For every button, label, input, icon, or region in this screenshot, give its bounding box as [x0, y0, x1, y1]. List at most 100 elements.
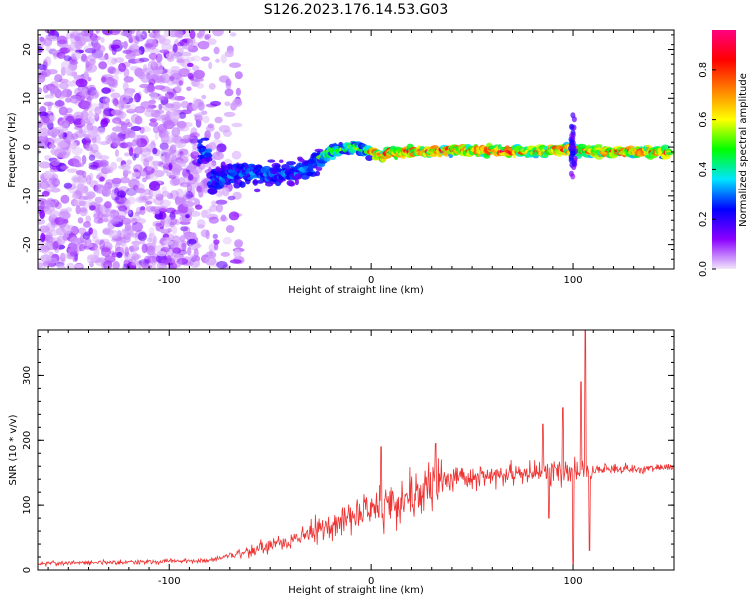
heatmap-noise-cell: [89, 33, 98, 41]
heatmap-noise-cell: [223, 111, 236, 117]
heatmap-noise-cell: [201, 209, 208, 218]
heatmap-noise-cell: [39, 36, 45, 42]
heatmap-noise-cell: [148, 227, 155, 235]
heatmap-noise-cell: [148, 52, 158, 60]
heatmap-noise-cell: [108, 68, 120, 74]
heatmap-noise-cell: [95, 127, 106, 135]
heatmap-noise-cell: [124, 222, 132, 231]
heatmap-noise-cell: [162, 240, 174, 245]
heatmap-noise-cell: [85, 117, 95, 126]
heatmap-noise-cell: [72, 181, 77, 186]
heatmap-noise-cell: [196, 182, 205, 192]
heatmap-noise-cell: [170, 72, 183, 80]
heatmap-noise-cell: [48, 144, 56, 149]
heatmap-noise-cell: [171, 167, 181, 176]
y-tick-label: -20: [22, 236, 33, 252]
heatmap-noise-cell: [66, 47, 74, 53]
heatmap-noise-cell: [54, 148, 66, 158]
heatmap-noise-cell: [60, 66, 66, 76]
heatmap-noise-cell: [165, 207, 176, 214]
heatmap-noise-cell: [158, 96, 168, 101]
heatmap-noise-cell: [38, 182, 42, 190]
heatmap-noise-cell: [39, 209, 45, 219]
heatmap-noise-cell: [165, 91, 175, 100]
heatmap-noise-cell: [224, 50, 234, 58]
heatmap-noise-cell: [212, 233, 218, 239]
heatmap-noise-cell: [47, 102, 52, 111]
heatmap-noise-cell: [45, 117, 50, 127]
heatmap-noise-cell: [53, 126, 63, 136]
heatmap-noise-cell: [208, 243, 216, 253]
heatmap-noise-cell: [133, 146, 143, 155]
heatmap-noise-cell: [48, 251, 54, 256]
heatmap-noise-cell: [169, 178, 181, 187]
heatmap-noise-cell: [198, 190, 204, 198]
colorbar-label: Normalized spectral amplitude: [738, 73, 749, 227]
heatmap-noise-cell: [189, 254, 196, 262]
figure-title: S126.2023.176.14.53.G03: [264, 2, 449, 18]
heatmap-noise-cell: [178, 126, 190, 132]
heatmap-noise-cell: [193, 248, 199, 259]
heatmap-noise-cell: [98, 155, 110, 161]
heatmap-noise-cell: [59, 252, 66, 263]
heatmap-noise-cell: [60, 194, 70, 204]
heatmap-noise-cell: [144, 198, 149, 208]
heatmap-noise-cell: [116, 251, 123, 258]
heatmap-noise-cell: [60, 165, 69, 170]
heatmap-noise-cell: [233, 249, 242, 259]
heatmap-noise-cell: [71, 133, 79, 140]
heatmap-noise-cell: [196, 184, 201, 192]
heatmap-noise-cell: [74, 88, 80, 97]
heatmap-noise-cell: [50, 136, 56, 143]
heatmap-noise-cell: [195, 204, 203, 210]
heatmap-noise-cell: [65, 32, 72, 40]
heatmap-noise-cell: [183, 232, 194, 240]
heatmap-noise-cell: [114, 149, 120, 157]
heatmap-noise-cell: [137, 69, 146, 80]
heatmap-noise-cell: [70, 51, 81, 61]
heatmap-noise-cell: [189, 132, 200, 138]
heatmap-noise-cell: [116, 207, 128, 218]
heatmap-noise-cell: [93, 249, 100, 258]
heatmap-noise-cell: [165, 53, 172, 59]
heatmap-noise-cell: [208, 83, 216, 90]
heatmap-noise-cell: [131, 139, 137, 147]
heatmap-noise-cell: [56, 51, 66, 59]
heatmap-noise-cell: [214, 116, 223, 124]
heatmap-noise-cell: [158, 35, 166, 44]
heatmap-noise-cell: [133, 254, 141, 260]
heatmap-noise-cell: [100, 37, 105, 43]
y-tick-label: -10: [22, 188, 33, 204]
heatmap-noise-cell: [155, 193, 164, 201]
heatmap-noise-cell: [118, 104, 125, 110]
heatmap-noise-cell: [149, 43, 157, 50]
heatmap-noise-cell: [125, 118, 130, 126]
heatmap-noise-cell: [124, 246, 129, 257]
x-tick-label: 0: [368, 275, 374, 286]
heatmap-noise-cell: [169, 69, 181, 79]
heatmap-noise-cell: [212, 30, 224, 37]
heatmap-noise-cell: [50, 114, 56, 123]
heatmap-noise-cell: [100, 119, 109, 128]
heatmap-noise-cell: [60, 223, 71, 233]
heatmap-noise-cell: [100, 76, 107, 83]
heatmap-noise-cell: [90, 89, 100, 100]
heatmap-noise-cell: [45, 46, 51, 52]
heatmap-noise-cell: [81, 155, 87, 165]
heatmap-noise-cell: [89, 30, 94, 35]
spectrogram-ylabel: Frequency (Hz): [7, 112, 18, 188]
heatmap-noise-cell: [75, 189, 80, 197]
heatmap-noise-cell: [130, 125, 142, 132]
heatmap-noise-cell: [201, 56, 210, 62]
heatmap-noise-cell: [102, 96, 110, 106]
heatmap-noise-cell: [43, 58, 48, 67]
heatmap-noise-cell: [207, 38, 217, 45]
y-tick-label: 0: [22, 567, 33, 573]
heatmap-noise-cell: [115, 120, 121, 127]
heatmap-noise-cell: [186, 196, 197, 201]
heatmap-noise-cell: [97, 211, 104, 220]
heatmap-noise-cell: [188, 238, 197, 245]
heatmap-noise-cell: [191, 255, 201, 263]
heatmap-noise-cell: [180, 51, 192, 57]
heatmap-noise-cell: [95, 239, 105, 245]
